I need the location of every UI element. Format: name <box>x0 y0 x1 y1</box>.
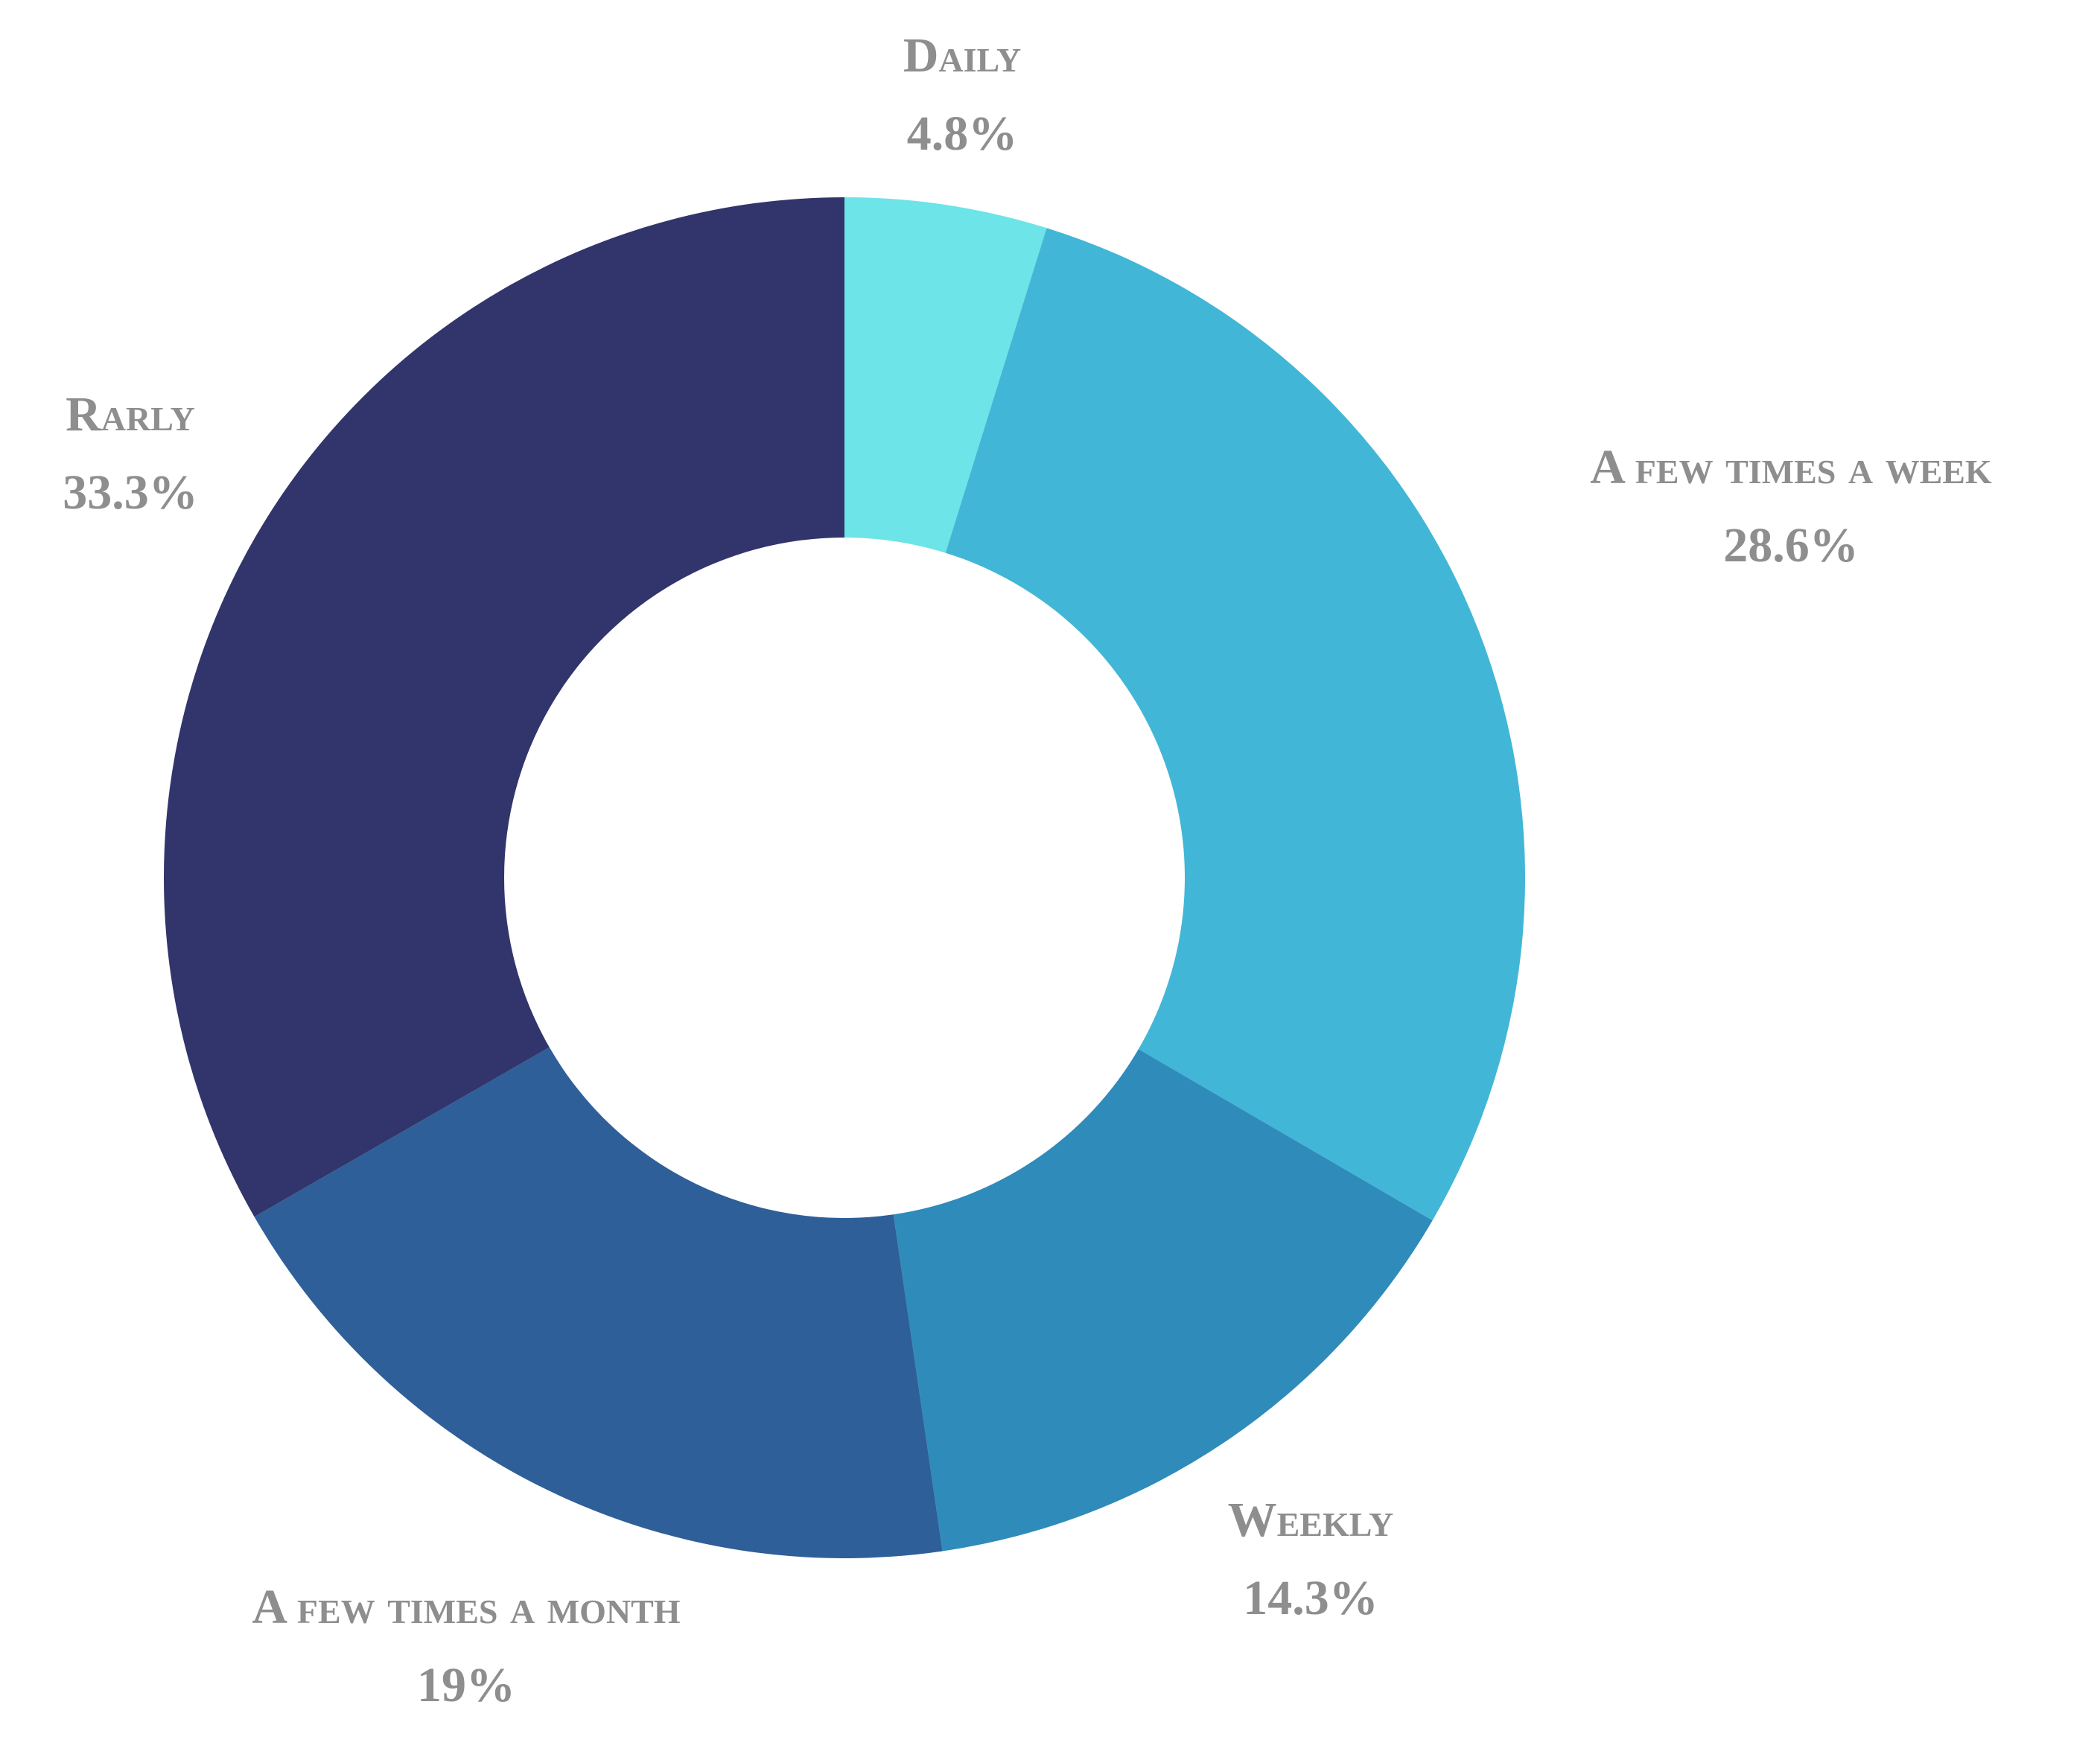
slice-label: A few times a week <box>1590 440 1992 494</box>
slice-value: 4.8% <box>907 106 1018 161</box>
donut-slice <box>945 228 1525 1221</box>
slice-value: 19% <box>417 1658 515 1712</box>
slice-label: Daily <box>903 28 1021 83</box>
donut-slice <box>254 1047 943 1558</box>
slice-value: 14.3% <box>1243 1571 1378 1625</box>
slice-value: 28.6% <box>1723 518 1859 573</box>
donut-slice <box>163 197 845 1217</box>
slice-label: Weekly <box>1228 1493 1394 1547</box>
slice-label: A few times a month <box>252 1580 680 1634</box>
slice-value: 33.3% <box>63 465 198 520</box>
slice-label: Rarly <box>66 387 195 441</box>
donut-slice <box>844 197 1047 553</box>
donut-slice <box>893 1049 1433 1552</box>
